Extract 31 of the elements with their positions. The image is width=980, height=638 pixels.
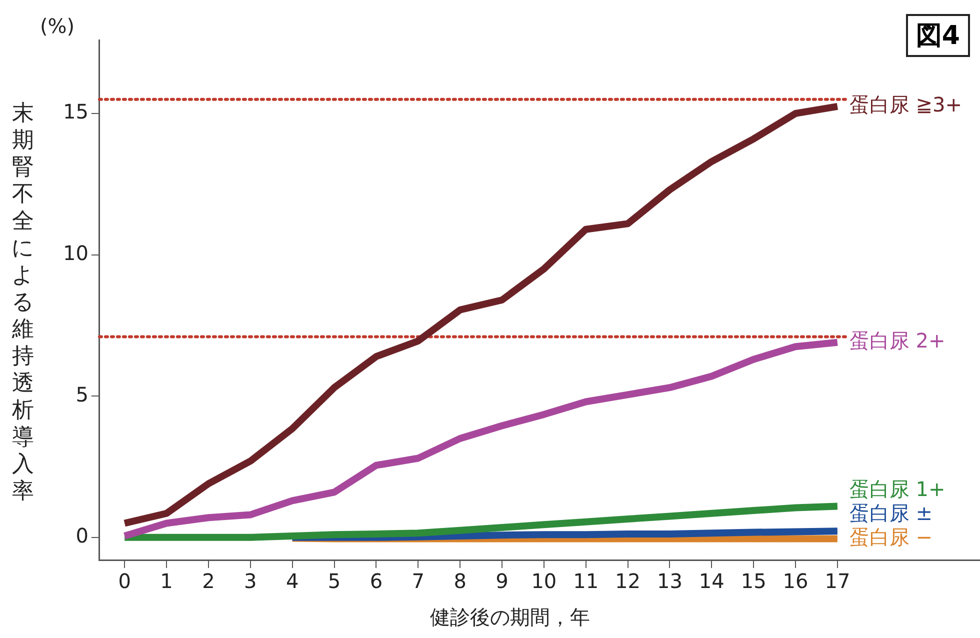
x-tick-label: 14 (698, 569, 724, 594)
series-label: 蛋白尿 ± (849, 501, 933, 526)
x-tick-label: 12 (615, 569, 641, 594)
x-tick-label: 2 (202, 569, 215, 594)
x-tick-label: 7 (412, 569, 424, 594)
annotation: 図4 (906, 14, 970, 57)
x-tick-label: 17 (824, 569, 850, 594)
series-label: 蛋白尿 ≧3+ (849, 92, 962, 117)
x-tick-label: 0 (118, 569, 131, 594)
y-tick-label: 0 (76, 524, 88, 548)
x-tick-label: 9 (496, 569, 508, 594)
x-tick-label: 5 (328, 569, 341, 594)
x-axis-title: 健診後の期間，年 (430, 605, 590, 629)
y-tick-label: 10 (62, 240, 88, 265)
x-tick-label: 8 (454, 569, 466, 594)
x-tick-label: 16 (782, 569, 808, 594)
series-label: 蛋白尿 2+ (849, 328, 946, 353)
text: (%) (40, 14, 75, 38)
x-tick-label: 13 (656, 569, 682, 594)
x-tick-label: 6 (370, 569, 383, 594)
y-tick-label: 15 (62, 100, 88, 124)
x-tick-label: 3 (244, 569, 257, 594)
x-tick-label: 4 (286, 569, 299, 594)
x-tick-label: 11 (573, 569, 599, 594)
y-tick-label: 5 (76, 382, 88, 406)
series-label: 蛋白尿 − (849, 525, 933, 550)
x-tick-label: 15 (740, 569, 766, 594)
text: 末期腎不全による維持透析導入率 (12, 101, 34, 504)
series-label: 蛋白尿 1+ (849, 477, 946, 502)
x-tick-label: 1 (160, 569, 173, 594)
x-tick-label: 10 (531, 569, 557, 594)
